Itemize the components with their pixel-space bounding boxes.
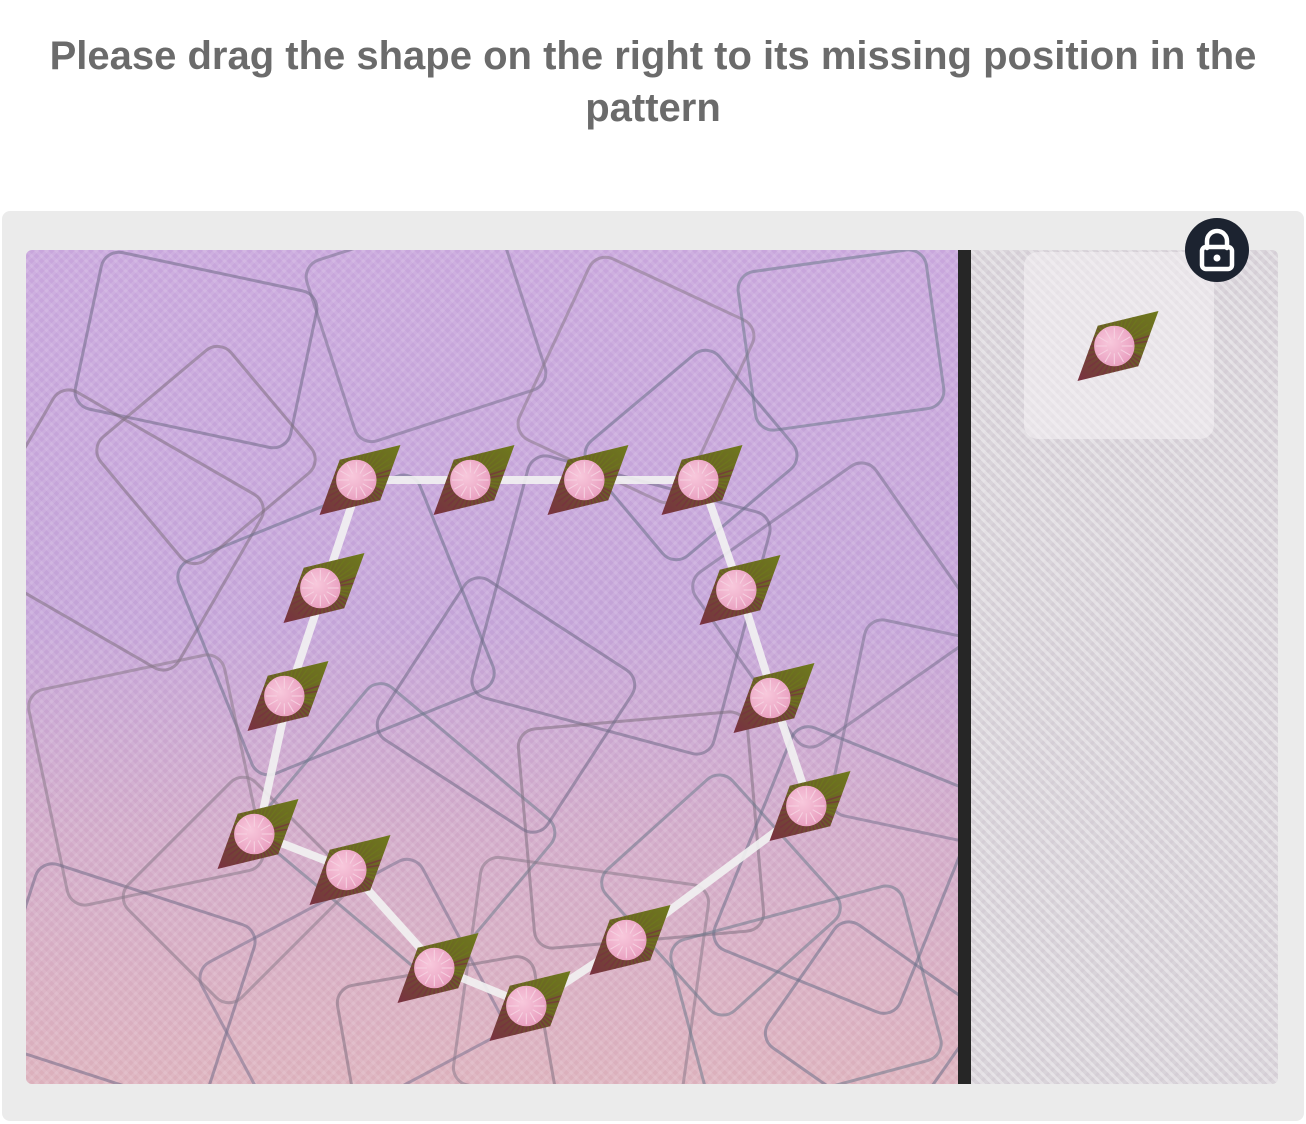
draggable-piece[interactable] <box>1024 252 1214 439</box>
background-scribble <box>255 682 557 978</box>
background-scribble <box>712 725 958 1015</box>
pattern-svg <box>26 250 958 1084</box>
background-scribble <box>73 250 319 450</box>
background-scribble <box>600 773 842 1017</box>
background-scribble <box>451 855 711 1084</box>
divider-bar <box>958 250 971 1084</box>
background-scribble <box>121 775 351 1005</box>
background-scribble <box>583 348 799 562</box>
draggable-shape[interactable] <box>1077 309 1159 383</box>
pattern-shape <box>547 445 629 515</box>
background-scribble <box>176 473 496 777</box>
background-scribble <box>828 618 958 842</box>
pattern-shape <box>319 445 401 515</box>
lock-button[interactable] <box>1185 218 1249 282</box>
pattern-shape <box>489 971 571 1041</box>
pattern-area[interactable] <box>26 250 958 1084</box>
pattern-shape <box>433 445 515 515</box>
draggable-piece-slot[interactable] <box>1024 252 1214 439</box>
background-scribble <box>95 344 317 566</box>
background-scribble <box>470 454 772 756</box>
pattern-shape <box>247 661 329 731</box>
pattern-shape <box>217 799 299 869</box>
background-scribble <box>26 388 265 672</box>
spiky-shell-diamond-icon[interactable] <box>1077 309 1159 383</box>
background-scribble <box>691 461 958 749</box>
background-scribble <box>375 576 637 834</box>
instruction-text: Please drag the shape on the right to it… <box>49 34 1257 130</box>
background-scribble <box>27 653 265 907</box>
pattern-shape <box>769 771 851 841</box>
background-scribbles <box>26 250 958 1084</box>
background-scribble <box>763 920 958 1084</box>
puzzle-canvas <box>26 250 1278 1084</box>
lock-icon <box>1199 228 1235 272</box>
background-scribble <box>304 250 548 444</box>
background-scribble <box>736 250 946 432</box>
background-scribble <box>26 862 257 1084</box>
pattern-shape <box>733 663 815 733</box>
pattern-shape <box>283 553 365 623</box>
